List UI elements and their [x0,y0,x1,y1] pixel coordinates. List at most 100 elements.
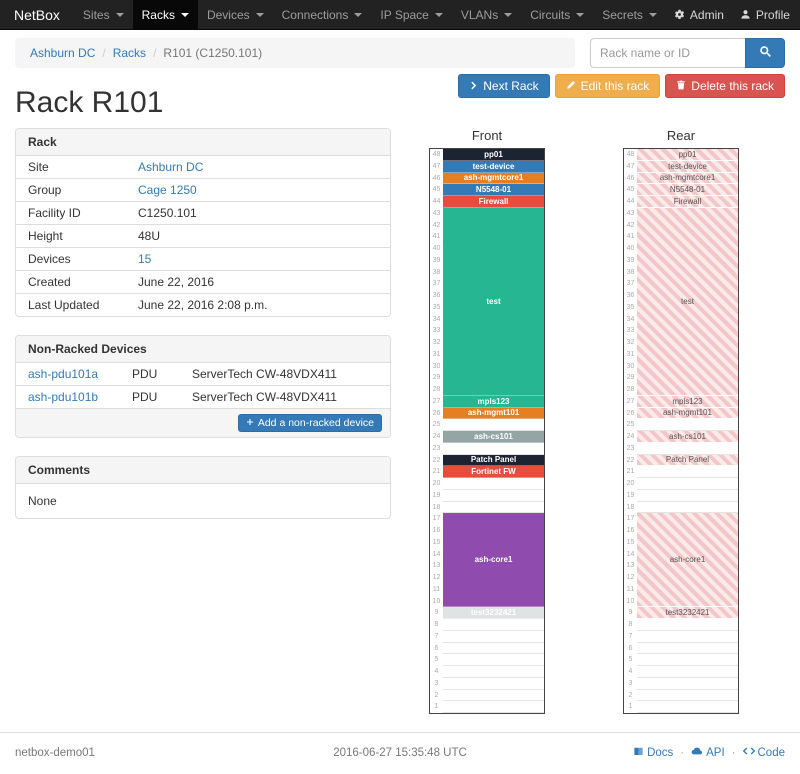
front-elevation-title: Front [471,128,503,143]
device-block-front[interactable]: Firewall [443,196,544,208]
device-block-front[interactable]: test3232421 [443,607,544,619]
empty-unit[interactable] [443,678,544,690]
device-block-rear[interactable]: test-device [637,160,738,173]
nav-sites[interactable]: Sites [74,0,133,29]
next-rack-button[interactable]: Next Rack [458,74,550,98]
device-block-front[interactable]: ash-mgmtcore1 [443,172,544,185]
empty-unit[interactable] [443,666,544,678]
unit-number: 1 [434,703,439,711]
empty-unit[interactable] [637,466,738,478]
device-block-front[interactable]: pp01 [443,149,544,161]
empty-unit[interactable] [443,631,544,643]
profile-link[interactable]: Profile [732,0,798,29]
device-block-front[interactable]: Fortinet FW [443,466,544,478]
device-block-rear[interactable]: ash-core1 [637,513,738,608]
delete-rack-button[interactable]: Delete this rack [665,74,785,98]
nav-secrets[interactable]: Secrets [593,0,666,29]
empty-unit[interactable] [637,443,738,455]
unit-number: 35 [626,303,635,311]
empty-unit[interactable] [637,419,738,431]
unit-number: 8 [628,621,633,628]
device-block-rear[interactable]: ash-mgmt101 [637,407,738,420]
attr-label: Last Updated [28,298,100,312]
search-button[interactable] [745,38,785,68]
device-block-rear[interactable]: test3232421 [637,607,738,619]
device-block-front[interactable]: ash-cs101 [443,431,544,443]
add-non-racked-device-button[interactable]: Add a non-racked device [237,414,382,432]
empty-unit[interactable] [443,490,544,502]
empty-unit[interactable] [443,690,544,702]
non-racked-table: ash-pdu101a PDU ServerTech CW-48VDX411 a… [16,363,390,408]
unit-number: 13 [626,562,635,570]
empty-unit[interactable] [443,654,544,666]
unit-number: 42 [626,221,635,229]
empty-unit[interactable] [443,643,544,655]
device-block-front[interactable]: test [443,207,544,396]
caret-down-icon [255,12,264,17]
unit-number: 27 [626,397,635,405]
empty-unit[interactable] [637,654,738,666]
empty-unit[interactable] [637,490,738,502]
empty-unit[interactable] [637,701,738,713]
empty-unit[interactable] [443,619,544,631]
empty-unit[interactable] [637,643,738,655]
empty-unit[interactable] [637,690,738,702]
nav-vlans[interactable]: VLANs [452,0,521,29]
unit-number: 22 [626,456,635,464]
empty-unit[interactable] [443,502,544,514]
site-link[interactable]: Ashburn DC [138,160,204,174]
breadcrumb-racks-link[interactable]: Racks [112,46,147,60]
empty-unit[interactable] [637,619,738,631]
group-link[interactable]: Cage 1250 [138,183,197,197]
device-block-front[interactable]: N5548-01 [443,184,544,196]
device-block-rear[interactable]: ash-mgmtcore1 [637,172,738,185]
attr-label: Group [28,183,62,197]
device-block-front[interactable]: ash-mgmt101 [443,407,544,420]
nav-circuits-label: Circuits [530,7,571,22]
caret-down-icon [434,12,443,17]
empty-unit[interactable] [443,701,544,713]
brand-logo[interactable]: NetBox [14,6,60,23]
empty-unit[interactable] [443,419,544,431]
device-block-rear[interactable]: Patch Panel [637,454,738,467]
device-block-rear[interactable]: N5548-01 [637,184,738,196]
device-block-front[interactable]: mpls123 [443,395,544,408]
empty-unit[interactable] [443,443,544,455]
device-block-rear[interactable]: pp01 [637,149,738,161]
nav-connections[interactable]: Connections [273,0,372,29]
empty-unit[interactable] [637,502,738,514]
device-block-rear[interactable]: ash-cs101 [637,431,738,443]
edit-rack-button[interactable]: Edit this rack [554,74,661,98]
device-block-rear[interactable]: Firewall [637,196,738,208]
unit-number: 17 [432,515,441,523]
empty-unit[interactable] [637,666,738,678]
search-input[interactable] [590,38,745,68]
empty-unit[interactable] [637,631,738,643]
page-footer: netbox-demo01 2016-06-27 15:35:48 UTC Do… [0,732,800,774]
nav-ip-space[interactable]: IP Space [371,0,451,29]
nav-racks[interactable]: Racks [132,0,198,29]
device-block-front[interactable]: test-device [443,160,544,173]
chevron-right-icon [469,79,478,93]
empty-unit[interactable] [443,478,544,490]
unit-number: 10 [432,597,441,605]
unit-number: 7 [434,632,439,640]
unit-number: 23 [626,444,635,452]
admin-link[interactable]: Admin [666,0,732,29]
device-link[interactable]: ash-pdu101b [28,390,99,404]
unit-number: 9 [434,609,439,617]
device-block-rear[interactable]: test [637,207,738,396]
device-link[interactable]: ash-pdu101a [28,367,99,381]
unit-number: 44 [626,198,635,205]
unit-number: 40 [432,245,441,252]
device-block-front[interactable]: Patch Panel [443,454,544,467]
device-block-front[interactable]: ash-core1 [443,513,544,608]
nav-circuits[interactable]: Circuits [521,0,593,29]
device-block-rear[interactable]: mpls123 [637,395,738,408]
breadcrumb-site-link[interactable]: Ashburn DC [30,46,96,60]
devices-count-link[interactable]: 15 [138,252,152,266]
empty-unit[interactable] [637,678,738,690]
nav-devices[interactable]: Devices [198,0,273,29]
unit-number: 4 [628,668,633,675]
empty-unit[interactable] [637,478,738,490]
